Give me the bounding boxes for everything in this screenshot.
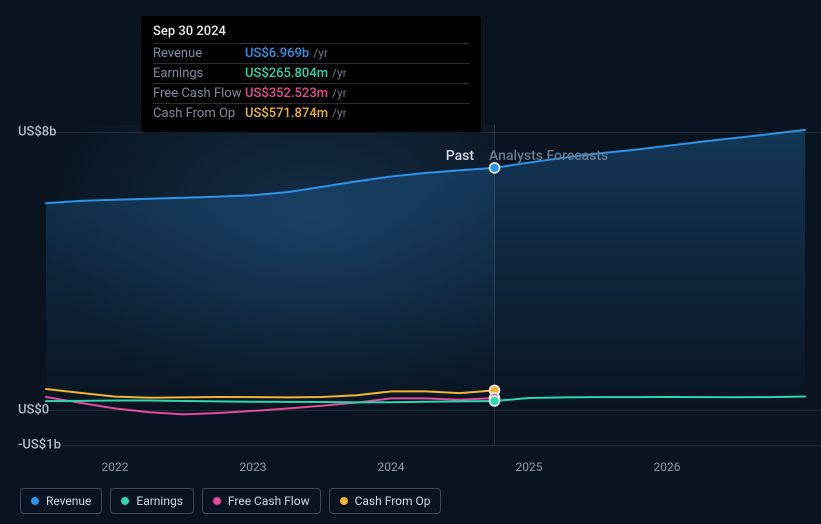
legend-label: Cash From Op: [355, 494, 431, 508]
tooltip-row: RevenueUS$6.969b/yr: [153, 43, 469, 63]
gridline: [28, 132, 821, 133]
legend-item-free-cash-flow[interactable]: Free Cash Flow: [202, 488, 321, 514]
tooltip-value: US$571.874m: [245, 106, 328, 121]
tooltip-value: US$352.523m: [245, 86, 328, 101]
tooltip-unit: /yr: [332, 66, 347, 80]
gridline: [28, 410, 821, 411]
tooltip-date: Sep 30 2024: [153, 24, 469, 43]
tooltip-value: US$6.969b: [245, 46, 309, 61]
legend-dot-icon: [213, 497, 221, 505]
tooltip-value: US$265.804m: [245, 66, 328, 81]
tooltip-row: Free Cash FlowUS$352.523m/yr: [153, 83, 469, 103]
forecast-section-label: Analysts Forecasts: [489, 148, 608, 164]
x-axis-label: 2025: [516, 460, 543, 474]
tooltip-row: EarningsUS$265.804m/yr: [153, 63, 469, 83]
tooltip-metric-label: Earnings: [153, 66, 245, 81]
tooltip-metric-label: Revenue: [153, 46, 245, 61]
chart-legend: Revenue Earnings Free Cash Flow Cash From O…: [20, 488, 441, 514]
legend-label: Earnings: [136, 494, 183, 508]
x-axis-label: 2023: [240, 460, 267, 474]
legend-dot-icon: [121, 497, 129, 505]
legend-label: Revenue: [46, 494, 91, 508]
legend-dot-icon: [31, 497, 39, 505]
legend-item-revenue[interactable]: Revenue: [20, 488, 102, 514]
legend-item-cash-from-op[interactable]: Cash From Op: [329, 488, 442, 514]
tooltip-metric-label: Cash From Op: [153, 106, 245, 121]
legend-label: Free Cash Flow: [228, 494, 310, 508]
x-axis-label: 2022: [102, 460, 129, 474]
chart-tooltip: Sep 30 2024 RevenueUS$6.969b/yrEarningsU…: [141, 16, 481, 133]
x-axis-label: 2024: [378, 460, 405, 474]
past-section-label: Past: [446, 148, 474, 164]
tooltip-unit: /yr: [332, 106, 347, 120]
x-axis-label: 2026: [654, 460, 681, 474]
tooltip-unit: /yr: [332, 86, 347, 100]
tooltip-unit: /yr: [313, 46, 328, 60]
tooltip-metric-label: Free Cash Flow: [153, 86, 245, 101]
tooltip-row: Cash From OpUS$571.874m/yr: [153, 103, 469, 123]
financial-chart: Past Analysts Forecasts Sep 30 2024 Reve…: [0, 0, 821, 524]
legend-dot-icon: [340, 497, 348, 505]
legend-item-earnings[interactable]: Earnings: [110, 488, 194, 514]
gridline: [28, 445, 821, 446]
chart-plot-area[interactable]: [46, 125, 805, 445]
